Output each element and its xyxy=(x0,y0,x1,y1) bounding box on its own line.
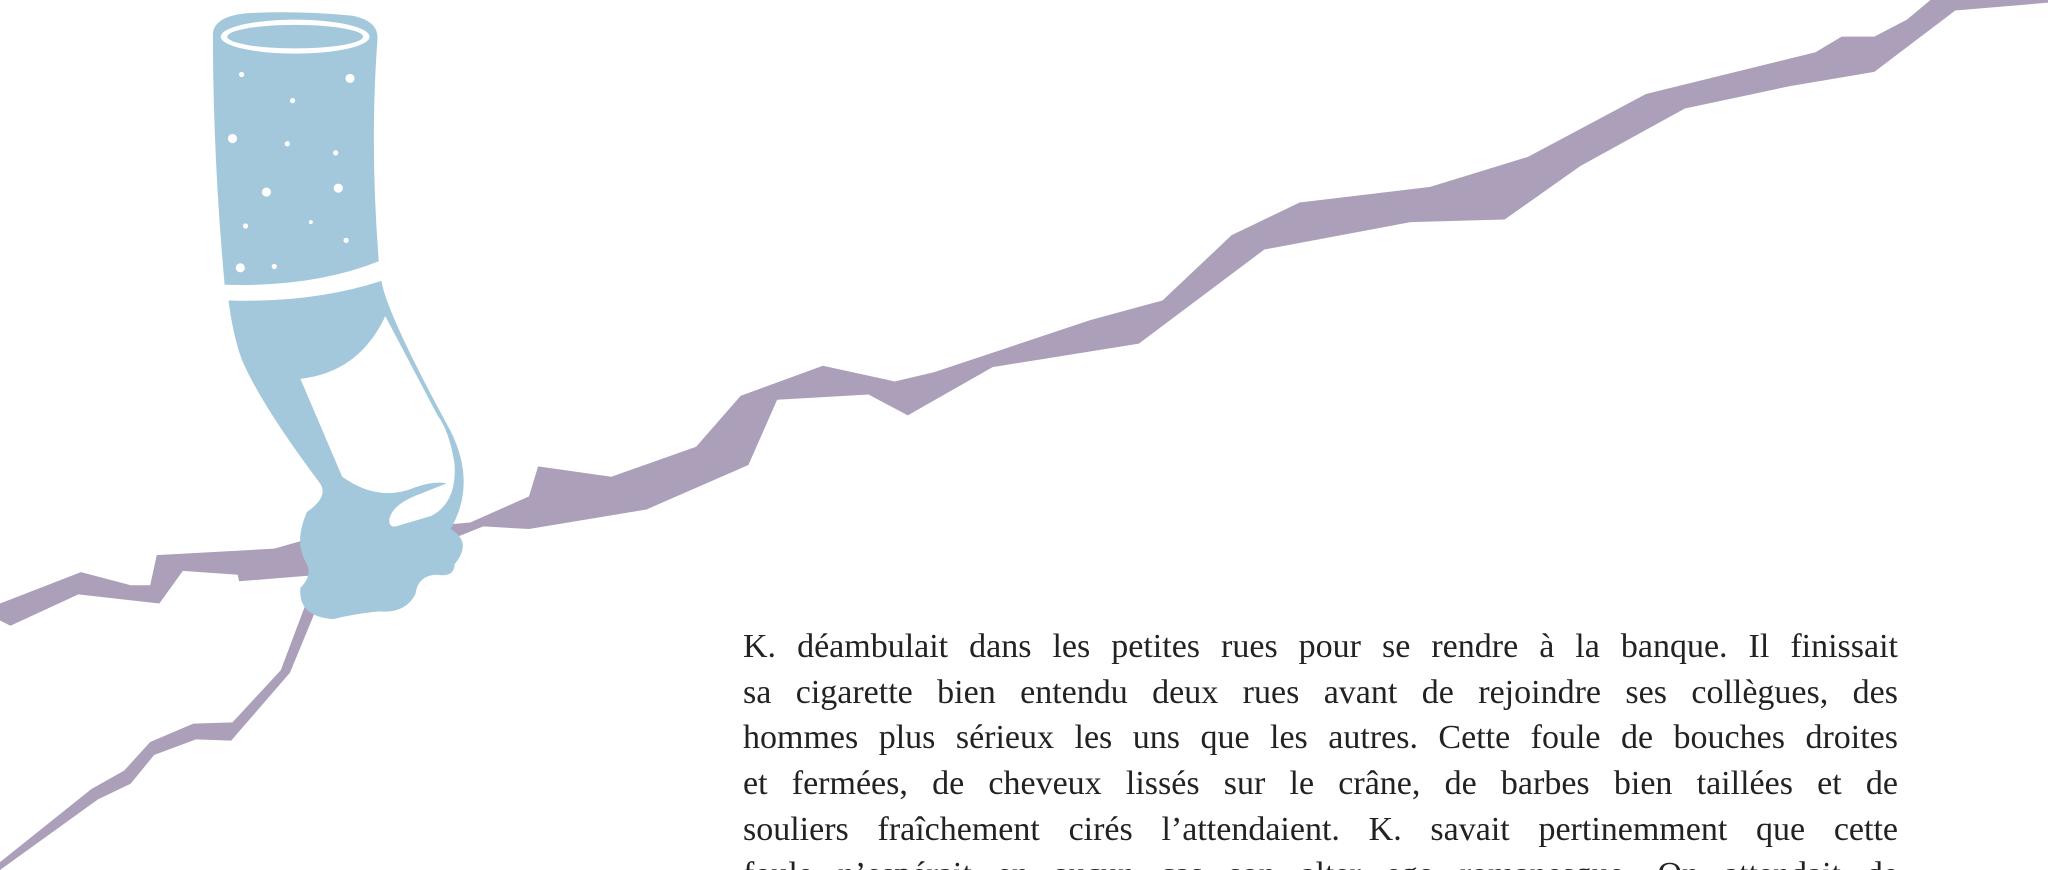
text-line: souliers fraîchement cirés l’attendaient… xyxy=(743,807,1898,853)
text-line: et fermées, de cheveux lissés sur le crâ… xyxy=(743,761,1898,807)
crack-branch xyxy=(0,590,324,870)
text-line: hommes plus sérieux les uns que les autr… xyxy=(743,715,1898,761)
text-line: K. déambulait dans les petites rues pour… xyxy=(743,624,1898,670)
page: K. déambulait dans les petites rues pour… xyxy=(0,0,2048,870)
text-line: sa cigarette bien entendu deux rues avan… xyxy=(743,670,1898,716)
paragraph: K. déambulait dans les petites rues pour… xyxy=(743,624,1898,870)
text-line: foule n’espérait en aucun cas son alter … xyxy=(743,852,1898,870)
cigarette xyxy=(213,12,464,619)
